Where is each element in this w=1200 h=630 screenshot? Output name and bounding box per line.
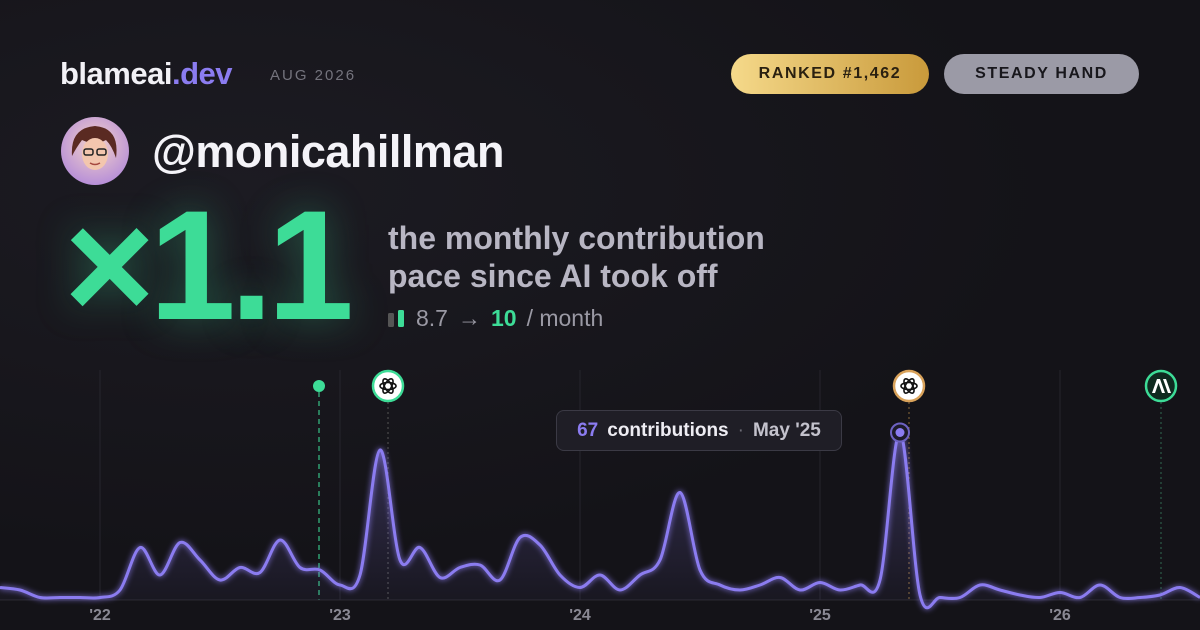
- tooltip-month: May '25: [752, 419, 821, 441]
- username: @monicahillman: [152, 126, 504, 177]
- pace-arrow: →: [457, 305, 481, 331]
- x-tick-label: '26: [1049, 607, 1071, 624]
- x-tick-label: '24: [569, 607, 591, 624]
- tooltip: 67 contributions · May '25: [556, 410, 842, 451]
- x-tick-label: '23: [329, 607, 351, 624]
- event-dot: [313, 380, 325, 392]
- brand: blameai.dev: [60, 56, 232, 92]
- brand-tld: .dev: [171, 56, 233, 91]
- x-tick-label: '22: [89, 607, 111, 624]
- caption-line: the monthly contribution: [388, 220, 765, 256]
- persona-badge: STEADY HAND: [944, 54, 1139, 94]
- tooltip-label: contributions: [607, 419, 729, 441]
- pace-before: 8.7: [416, 305, 448, 331]
- caption-line: pace since AI took off: [388, 258, 718, 294]
- pace-unit: / month: [526, 305, 604, 331]
- x-tick-label: '25: [809, 607, 831, 624]
- openai-glyph: [900, 378, 918, 394]
- openai-glyph: [379, 378, 397, 394]
- line: [0, 430, 1200, 610]
- pace-icon: [388, 309, 404, 327]
- rank-badge: RANKED #1,462: [731, 54, 929, 94]
- date: AUG 2026: [270, 67, 357, 84]
- area: [0, 432, 1200, 608]
- pace: 8.7 → 10 / month: [388, 305, 603, 332]
- multiplier: ×1.1: [64, 179, 354, 353]
- tooltip-value: 67: [577, 419, 599, 441]
- event-markers: [313, 369, 1178, 600]
- brand-name: blameai: [60, 56, 172, 91]
- avatar: [61, 117, 129, 185]
- highlight-point: [895, 428, 905, 437]
- plot: [0, 422, 1200, 610]
- pace-after: 10: [490, 305, 517, 331]
- anthropic-glyph: [1152, 379, 1171, 393]
- openai-icon: [371, 369, 405, 403]
- tooltip-separator: ·: [737, 419, 744, 441]
- openai-icon: [892, 369, 926, 403]
